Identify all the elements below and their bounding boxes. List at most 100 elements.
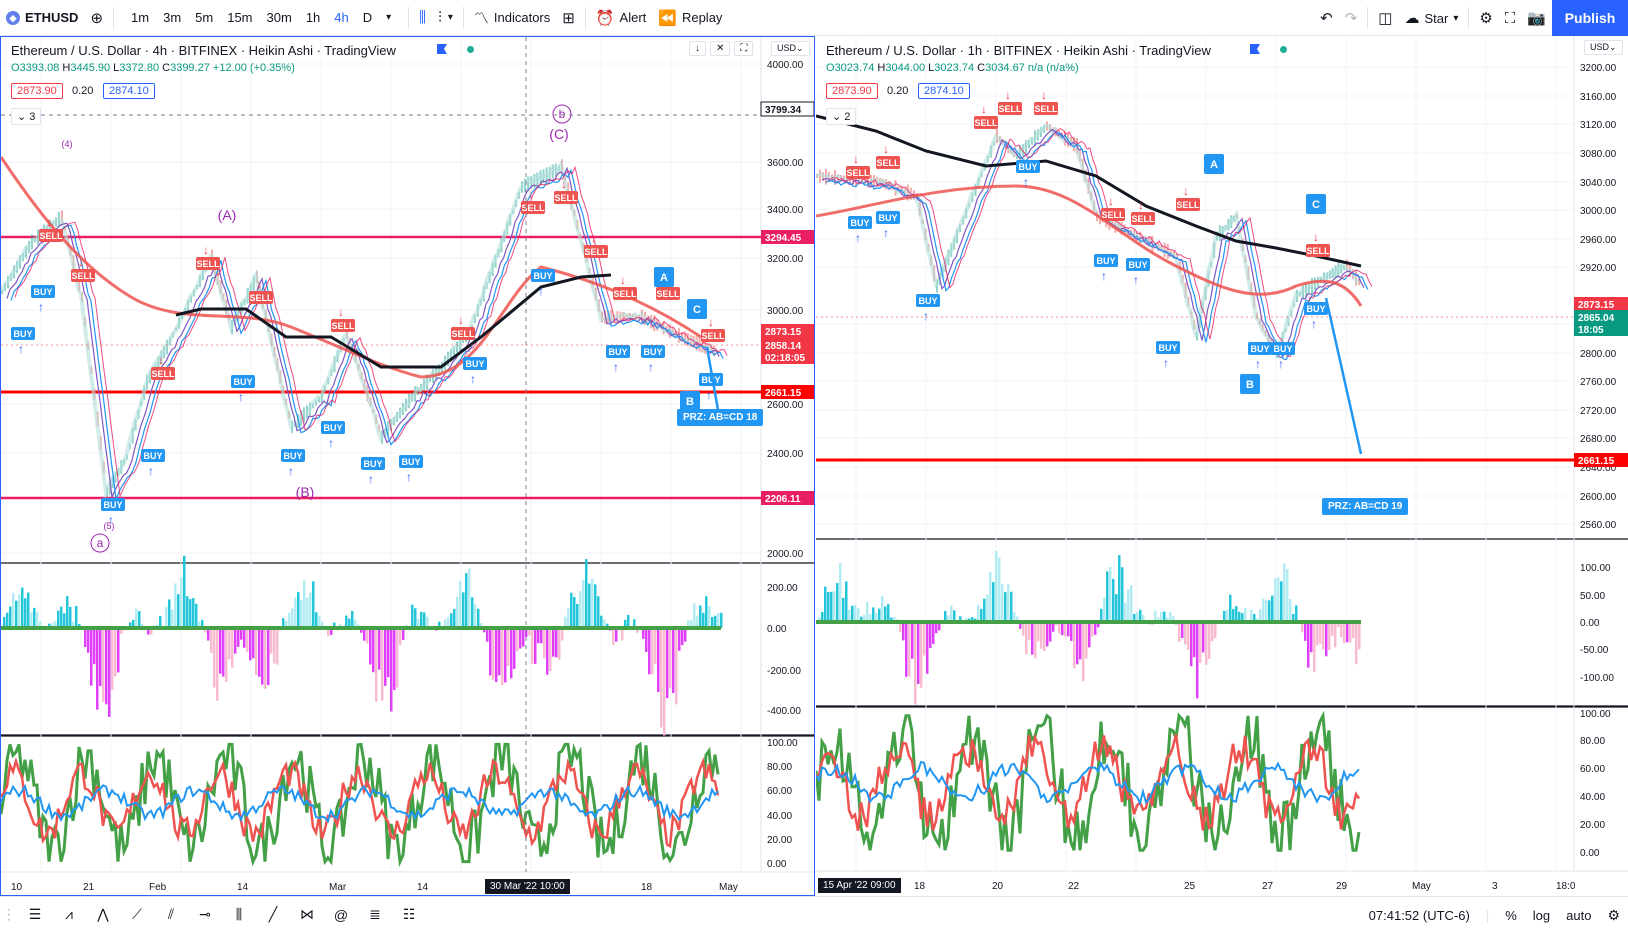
redo-button[interactable]: ↷ <box>1339 0 1364 36</box>
move-down-icon[interactable]: ↓ <box>689 41 706 56</box>
macd-histogram-bar <box>105 628 108 704</box>
horizontal-ray-icon[interactable]: ⊸ <box>188 906 222 923</box>
auto-scale-toggle[interactable]: auto <box>1566 908 1591 923</box>
timeframe-15m[interactable]: 15m <box>220 10 259 25</box>
collapse-indicators-button[interactable]: ⌄ 3 <box>11 108 41 125</box>
chart-type-button[interactable]: ⫶▾ <box>432 0 459 36</box>
macd-histogram-bar <box>1004 592 1007 622</box>
wave-label: (C) <box>549 126 568 142</box>
log-scale-toggle[interactable]: log <box>1533 908 1550 923</box>
wave-label: (A) <box>218 207 237 223</box>
buy-price-button[interactable]: 2874.10 <box>103 83 155 99</box>
macd-histogram-bar <box>27 592 30 628</box>
price-tick-label: 2680.00 <box>1580 434 1617 445</box>
time-tick-label: 18 <box>641 882 653 893</box>
chart-settings-icon[interactable]: ⚙ <box>1607 907 1620 924</box>
trend-line-icon[interactable]: ⟋ <box>120 906 154 923</box>
maximize-icon[interactable]: ⛶ <box>734 41 753 56</box>
currency-button[interactable]: USD⌄ <box>1584 40 1623 55</box>
timeframe-5m[interactable]: 5m <box>188 10 220 25</box>
snapshot-button[interactable]: 📷 <box>1521 0 1552 36</box>
alert-button[interactable]: ⏰Alert <box>590 0 652 36</box>
macd-histogram-bar <box>84 628 87 647</box>
sell-price-button[interactable]: 2873.90 <box>826 83 878 99</box>
elliott-wave-icon[interactable]: ⋀ <box>86 906 120 923</box>
clock-time[interactable]: 07:41:52 (UTC-6) <box>1369 908 1470 923</box>
macd-histogram-bar <box>923 622 926 656</box>
sell-price-button[interactable]: 2873.90 <box>11 83 63 99</box>
macd-histogram-bar <box>594 584 597 628</box>
macd-histogram-bar <box>1115 594 1118 622</box>
settings-button[interactable]: ⚙ <box>1473 0 1498 36</box>
chart-canvas-4h[interactable]: 4000.003600.003400.003200.003000.002600.… <box>1 37 814 895</box>
publish-button[interactable]: Publish <box>1552 0 1628 36</box>
macd-histogram-bar <box>1076 622 1079 664</box>
timeframe-D[interactable]: D <box>356 10 379 25</box>
fib-spiral-icon[interactable]: @ <box>324 907 358 923</box>
plus-circle-icon: ⊕ <box>90 9 103 27</box>
chart-legend[interactable]: Ethereum / U.S. Dollar · 4h · BITFINEX ·… <box>11 43 396 58</box>
macd-histogram-bar <box>171 610 174 628</box>
timeframe-1m[interactable]: 1m <box>124 10 156 25</box>
timeframe-3m[interactable]: 3m <box>156 10 188 25</box>
bar-style-button[interactable]: ⫼ <box>413 0 432 36</box>
chevron-down-icon[interactable]: ▾ <box>379 12 398 23</box>
timeframe-4h[interactable]: 4h <box>327 10 355 25</box>
macd-histogram-bar <box>881 596 884 622</box>
macd-histogram-bar <box>384 628 387 686</box>
macd-histogram-bar <box>1283 563 1286 622</box>
macd-histogram-bar <box>1307 622 1310 668</box>
timeframe-30m[interactable]: 30m <box>260 10 299 25</box>
macd-histogram-bar <box>183 556 186 628</box>
macd-histogram-bar <box>645 628 648 652</box>
templates-button[interactable]: ⊞ <box>556 0 581 36</box>
collapse-indicators-button[interactable]: ⌄ 2 <box>826 108 856 125</box>
pattern-abcd-icon[interactable]: ⩘ <box>52 906 86 923</box>
lines-tool-icon[interactable]: ☰ <box>18 906 52 923</box>
fullscreen-button[interactable]: ⛶ <box>1499 0 1522 36</box>
macd-histogram-bar <box>824 587 827 622</box>
macd-histogram-bar <box>1079 622 1082 659</box>
chart-canvas-1h[interactable]: 3200.003160.003120.003080.003040.003000.… <box>816 36 1628 896</box>
macd-histogram-bar <box>1202 622 1205 652</box>
close-pane-icon[interactable]: ✕ <box>710 41 730 56</box>
macd-histogram-bar <box>1091 622 1094 636</box>
sell-arrow-icon: ↓ <box>46 215 52 229</box>
macd-histogram-bar <box>1229 595 1232 622</box>
layout-button[interactable]: ◫ <box>1372 0 1398 36</box>
macd-histogram-bar <box>1325 622 1328 656</box>
xabcd-pattern-icon[interactable]: ⋈ <box>290 906 324 923</box>
stoch-tick-label: 20.00 <box>1580 820 1605 831</box>
chart-legend[interactable]: Ethereum / U.S. Dollar · 1h · BITFINEX ·… <box>826 43 1211 58</box>
macd-histogram-bar <box>1124 603 1127 622</box>
macd-histogram-bar <box>702 613 705 628</box>
price-axis-label: 2873.15 <box>1578 300 1615 311</box>
long-position-icon[interactable]: ⫼ <box>222 906 256 923</box>
indicators-button[interactable]: 〽Indicators <box>468 0 556 36</box>
macd-histogram-bar <box>246 628 249 652</box>
signal-label: SELL <box>998 104 1022 114</box>
symbol-search[interactable]: ◆ ETHUSD <box>0 0 84 36</box>
layout-name-button[interactable]: ☁Star▾ <box>1398 0 1464 36</box>
settings-list-icon[interactable]: ☷ <box>392 906 426 923</box>
undo-button[interactable]: ↶ <box>1314 0 1339 36</box>
line-tool-icon[interactable]: ╱ <box>256 906 290 923</box>
cloud-icon: ☁ <box>1404 9 1419 27</box>
fib-retracement-icon[interactable]: ≣ <box>358 906 392 923</box>
drag-handle-icon[interactable]: ⋮ <box>0 906 18 923</box>
currency-button[interactable]: USD⌄ <box>771 41 810 56</box>
replay-button[interactable]: ⏪Replay <box>652 0 728 36</box>
macd-histogram-bar <box>872 607 875 622</box>
macd-histogram-bar <box>168 599 171 628</box>
fib-fan-icon[interactable]: ⫽ <box>154 906 188 923</box>
compare-button[interactable]: ⊕ <box>84 0 109 36</box>
buy-price-button[interactable]: 2874.10 <box>918 83 970 99</box>
macd-histogram-bar <box>1310 622 1313 652</box>
timeframe-1h[interactable]: 1h <box>299 10 327 25</box>
percent-scale-toggle[interactable]: % <box>1505 908 1517 923</box>
buy-arrow-icon: ↑ <box>406 470 412 484</box>
open-value: 3023.74 <box>835 62 875 74</box>
